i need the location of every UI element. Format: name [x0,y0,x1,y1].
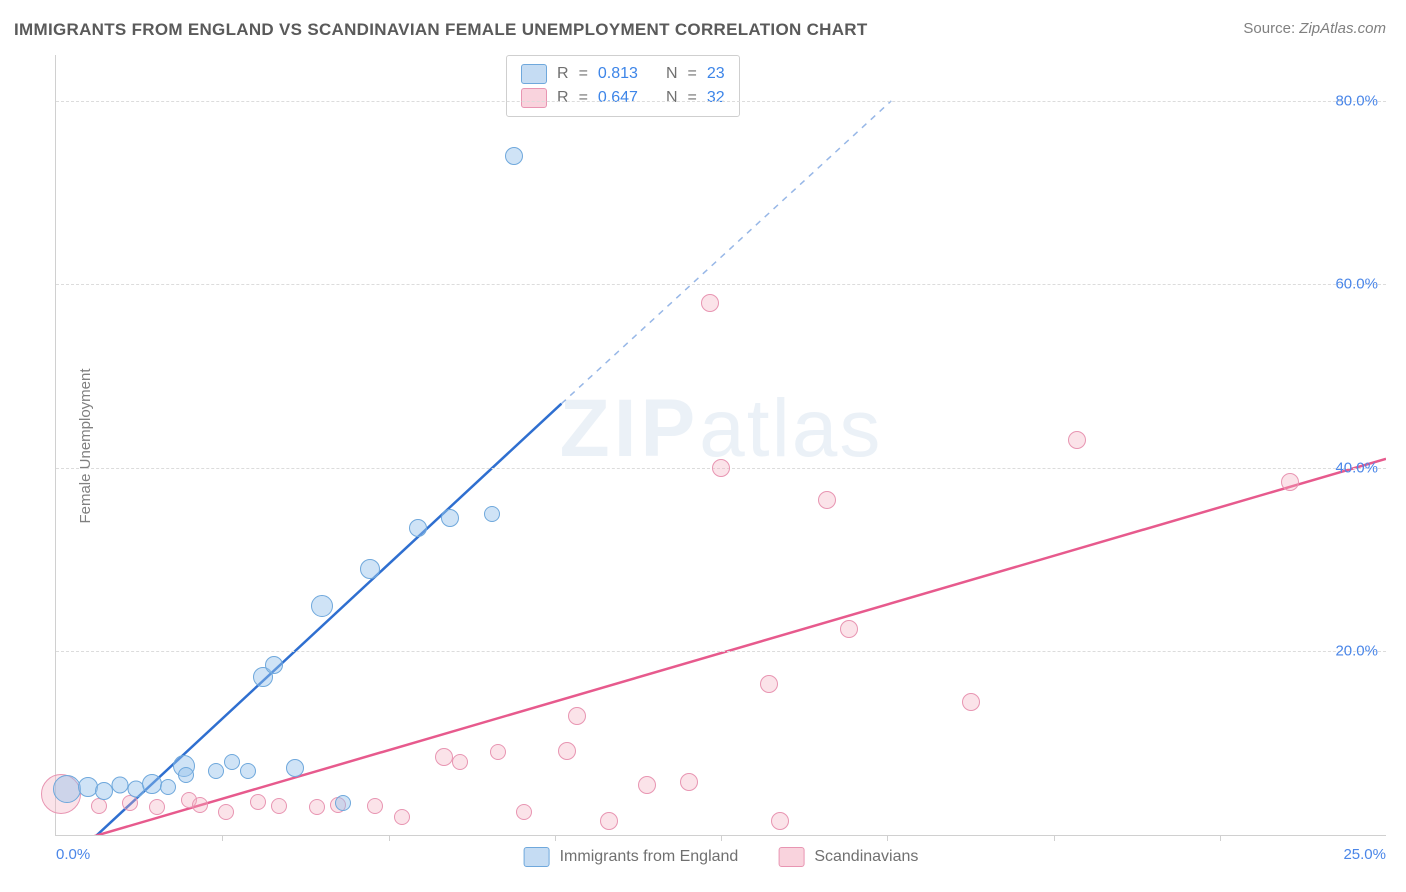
data-point [1068,431,1086,449]
x-minor-tick [887,835,888,841]
swatch-pink-icon [521,88,547,108]
data-point [409,519,427,537]
legend-row-england: R = 0.813 N = 23 [521,62,725,86]
chart-title: IMMIGRANTS FROM ENGLAND VS SCANDINAVIAN … [14,20,868,40]
x-tick-label: 25.0% [1343,846,1386,863]
data-point [680,773,698,791]
data-point [271,798,287,814]
gridline [56,651,1386,652]
data-point [367,798,383,814]
r-label: R [557,65,569,83]
eq-label: = [579,65,588,83]
data-point [218,804,234,820]
data-point [360,559,380,579]
data-point [818,491,836,509]
y-tick-label: 40.0% [1335,459,1378,476]
data-point [111,777,128,794]
data-point [149,799,165,815]
eq-label-3: = [579,89,588,107]
data-point [712,459,730,477]
data-point [311,595,333,617]
data-point [208,763,224,779]
data-point [178,767,194,783]
data-point [192,797,208,813]
scatter-plot: ZIPatlas R = 0.813 N = 23 R = 0.647 N = … [55,55,1386,836]
data-point [505,147,523,165]
source-label: Source: [1243,20,1295,37]
gridline [56,101,1386,102]
data-point [160,779,176,795]
x-minor-tick [721,835,722,841]
correlation-legend: R = 0.813 N = 23 R = 0.647 N = 32 [506,55,740,117]
swatch-blue-icon [521,64,547,84]
data-point [394,809,410,825]
x-minor-tick [1054,835,1055,841]
r-value-england: 0.813 [598,65,638,83]
data-point [95,782,113,800]
data-point [760,675,778,693]
series-legend: Immigrants from England Scandinavians [524,847,919,867]
n-label: N [666,65,678,83]
trend-line-extension [561,101,891,404]
data-point [224,754,240,770]
data-point [435,748,453,766]
data-point [441,509,459,527]
data-point [335,795,351,811]
legend-item-scandinavian: Scandinavians [778,847,918,867]
data-point [558,742,576,760]
legend-item-england: Immigrants from England [524,847,739,867]
x-minor-tick [389,835,390,841]
data-point [53,775,81,803]
data-point [452,754,468,770]
x-minor-tick [1220,835,1221,841]
data-point [484,506,500,522]
source-attribution: Source: ZipAtlas.com [1243,20,1386,37]
data-point [1281,473,1299,491]
data-point [701,294,719,312]
data-point [490,744,506,760]
n-label-2: N [666,89,678,107]
trend-line [83,459,1386,835]
data-point [600,812,618,830]
data-point [309,799,325,815]
series-label-scandinavian: Scandinavians [814,848,918,866]
data-point [568,707,586,725]
watermark-zip: ZIP [560,383,700,474]
n-value-england: 23 [707,65,725,83]
trend-lines [56,55,1386,835]
data-point [142,774,162,794]
legend-row-scandinavian: R = 0.647 N = 32 [521,86,725,110]
r-value-scandinavian: 0.647 [598,89,638,107]
y-tick-label: 60.0% [1335,276,1378,293]
swatch-blue-icon [524,847,550,867]
y-tick-label: 20.0% [1335,643,1378,660]
data-point [91,798,107,814]
data-point [962,693,980,711]
data-point [840,620,858,638]
eq-label-4: = [688,89,697,107]
y-tick-label: 80.0% [1335,92,1378,109]
data-point [286,759,304,777]
gridline [56,284,1386,285]
data-point [240,763,256,779]
n-value-scandinavian: 32 [707,89,725,107]
data-point [250,794,266,810]
r-label-2: R [557,89,569,107]
source-value: ZipAtlas.com [1299,20,1386,37]
x-tick-label: 0.0% [56,846,90,863]
swatch-pink-icon [778,847,804,867]
data-point [771,812,789,830]
data-point [265,656,283,674]
data-point [638,776,656,794]
x-minor-tick [555,835,556,841]
eq-label-2: = [688,65,697,83]
series-label-england: Immigrants from England [560,848,739,866]
x-minor-tick [222,835,223,841]
data-point [516,804,532,820]
